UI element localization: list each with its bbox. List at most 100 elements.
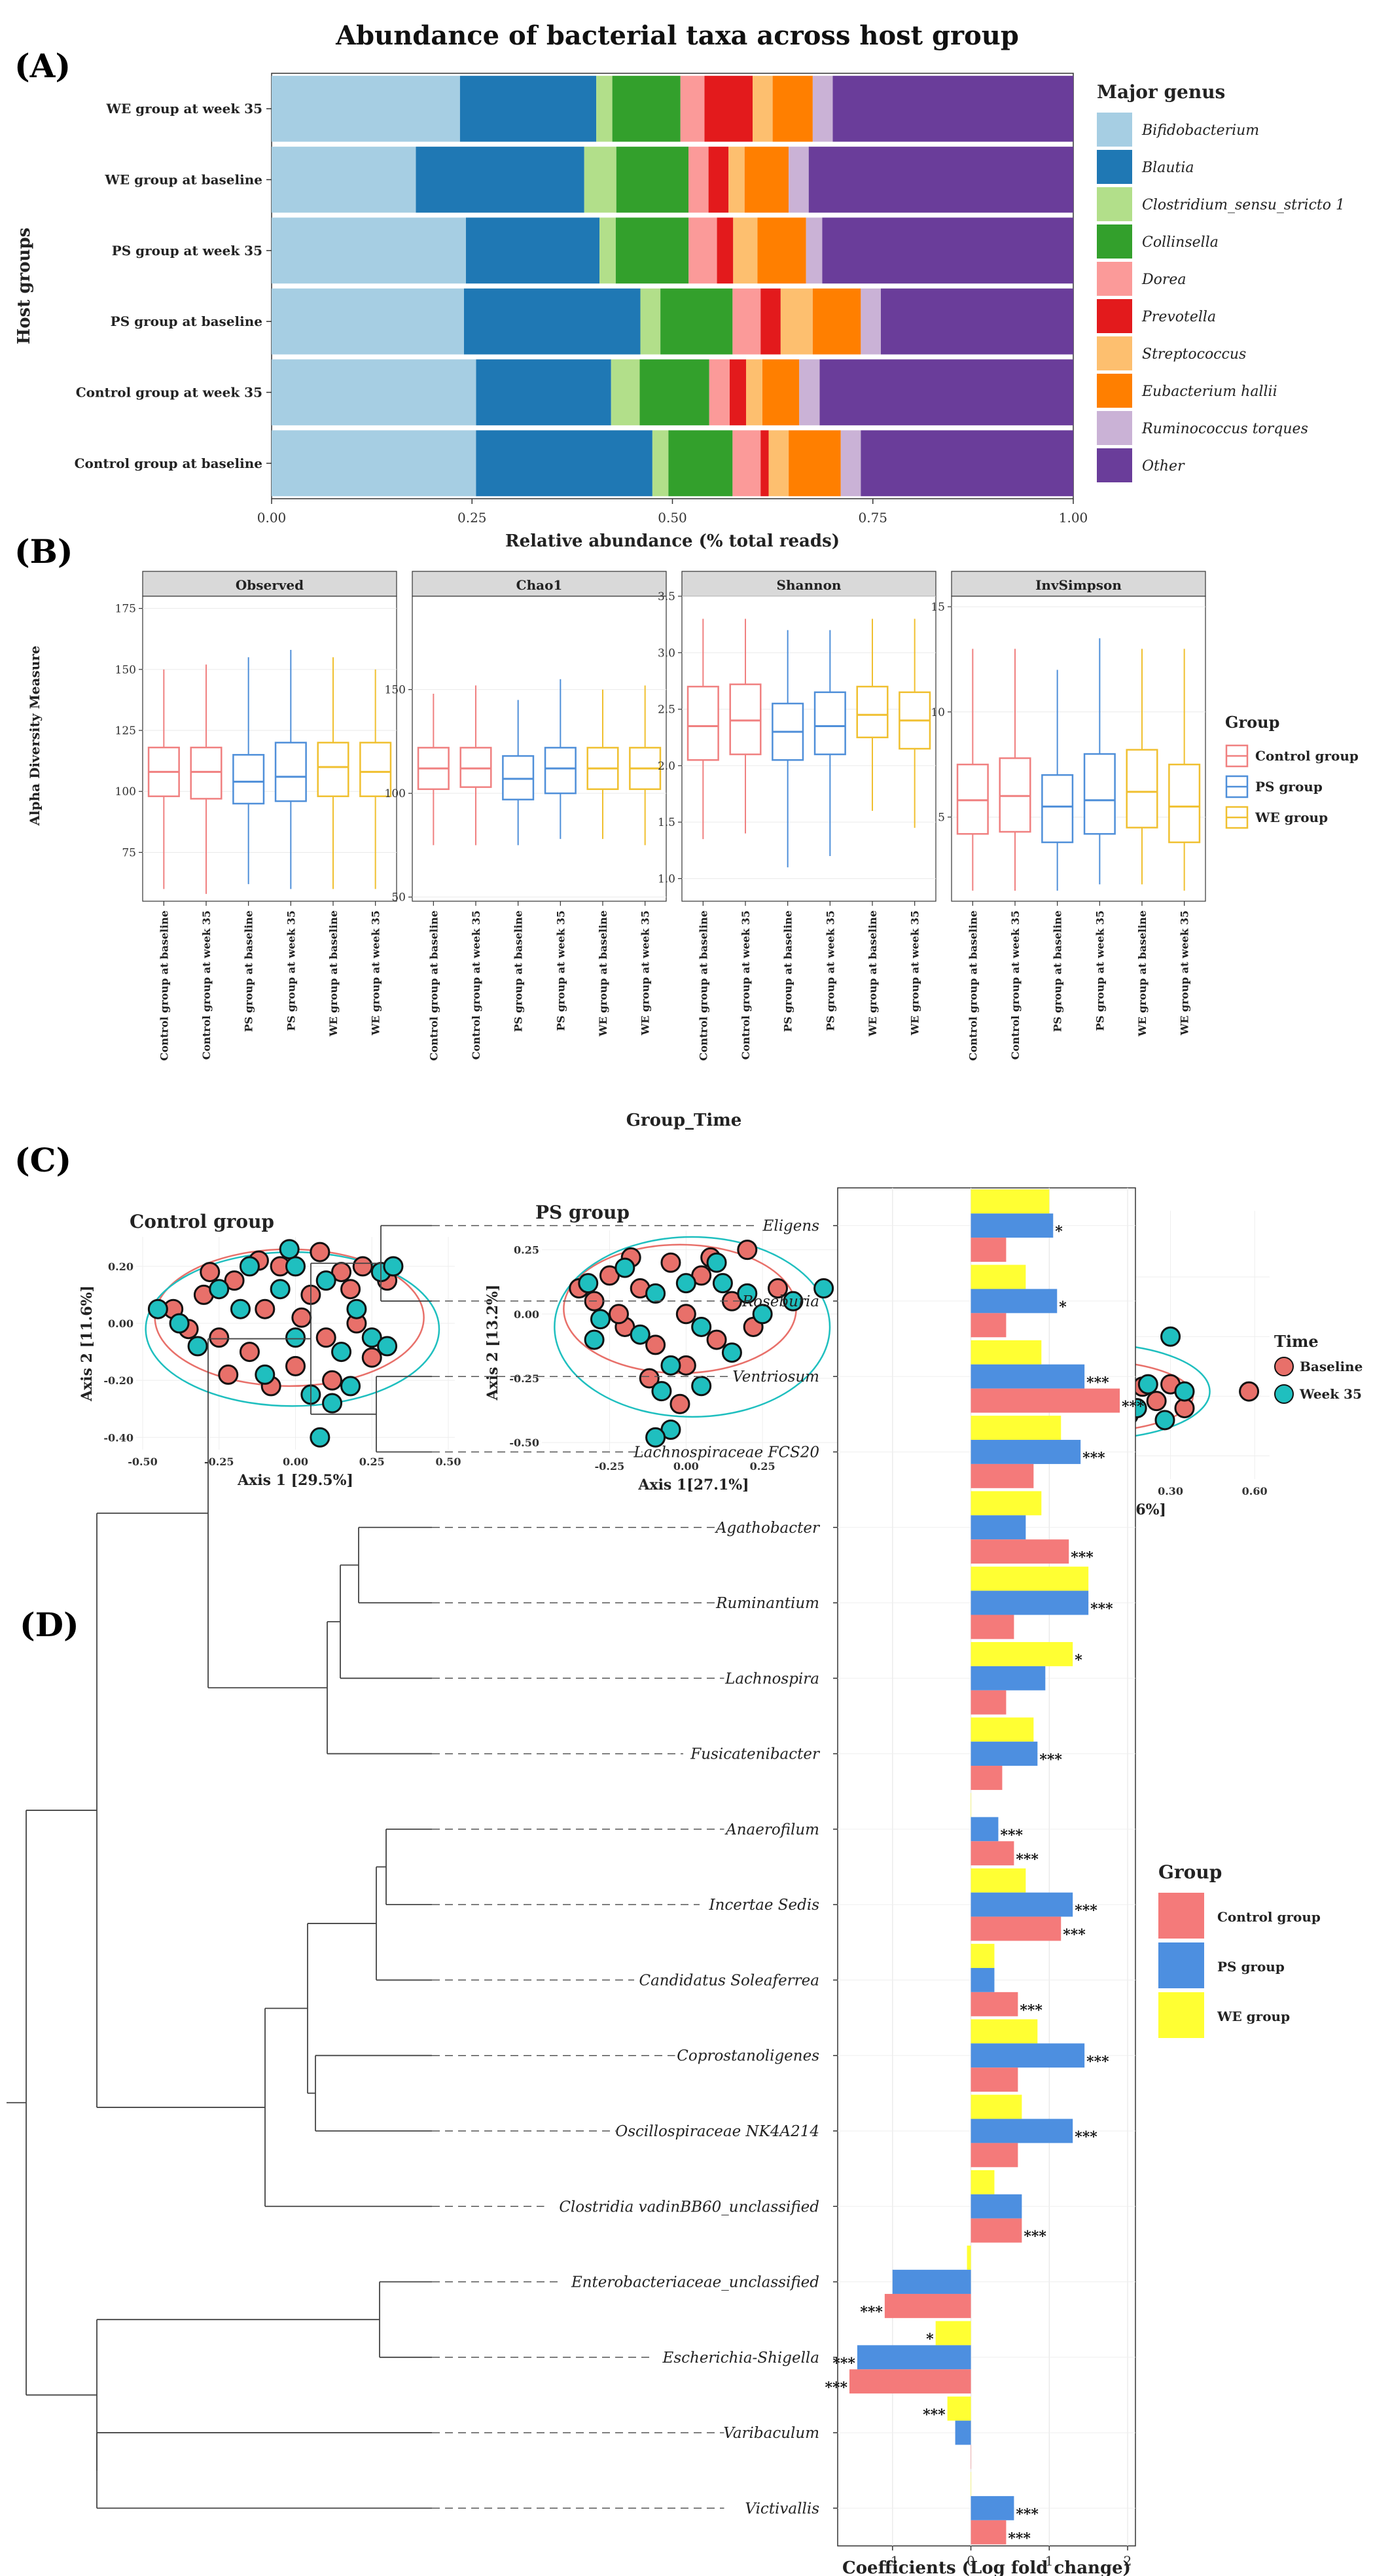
bar-segment (812, 75, 833, 142)
y-tick-label: 125 (115, 724, 136, 738)
significance-label: *** (1020, 2002, 1043, 2019)
y-tick-label: Control group at week 35 (76, 385, 262, 401)
point-week35 (615, 1257, 635, 1278)
point-week35 (340, 1376, 361, 1397)
bar (971, 1566, 1089, 1591)
point-week35 (383, 1256, 404, 1277)
legend-swatch (1097, 448, 1132, 482)
bar (971, 1590, 1089, 1615)
legend-label: Control group (1255, 748, 1359, 764)
bar (971, 2194, 1022, 2219)
bar-segment (465, 217, 600, 284)
significance-label: * (1075, 1652, 1082, 1669)
legend-swatch (1097, 224, 1132, 259)
legend-marker (1274, 1357, 1294, 1376)
point-week35 (285, 1256, 306, 1277)
significance-label: *** (1063, 1927, 1086, 1944)
panel-label-b: (B) (14, 532, 73, 571)
significance-label: *** (825, 2379, 847, 2396)
point-baseline (209, 1327, 230, 1348)
significance-label: *** (1016, 2506, 1039, 2523)
legend-label: Baseline (1300, 1359, 1363, 1374)
point-baseline (768, 1278, 789, 1299)
x-tick-label: -0.25 (595, 1460, 625, 1473)
legend-label: Clostridium_sensu_stricto 1 (1142, 197, 1345, 213)
legend-swatch (1158, 1893, 1204, 1939)
point-week35 (578, 1273, 599, 1294)
legend-title: Group (1225, 713, 1279, 732)
y-tick-label: WE group at week 35 (106, 101, 263, 116)
significance-label: * (1055, 1223, 1063, 1240)
point-week35 (255, 1364, 276, 1385)
bar-segment (615, 217, 689, 284)
facet-strip (681, 571, 936, 597)
bar-segment (799, 359, 820, 425)
bar-segment (611, 359, 640, 425)
significance-label: *** (1082, 1450, 1105, 1467)
x-tick-label: PS group at week 35 (1094, 910, 1106, 1031)
bar (971, 1440, 1081, 1464)
y-tick-label: -0.40 (103, 1431, 134, 1444)
legend-title: Major genus (1097, 81, 1225, 103)
box (956, 763, 989, 835)
bar-segment (708, 147, 729, 213)
dendrogram (7, 1225, 757, 2509)
y-axis-title: Axis 2 [13.2%] (484, 1285, 501, 1401)
bar-segment (808, 147, 1073, 213)
y-tick-label: Lachnospira (724, 1670, 819, 1687)
bar-segment (728, 147, 745, 213)
bar (884, 2293, 971, 2318)
x-tick-label: 1.00 (1059, 510, 1088, 526)
bar (971, 1666, 1046, 1690)
legend-swatch (1097, 150, 1132, 184)
plot-title: Control group (130, 1211, 274, 1232)
bar (971, 2218, 1022, 2243)
point-baseline (1146, 1391, 1167, 1412)
point-baseline (315, 1327, 336, 1348)
bar-segment (780, 288, 813, 355)
point-week35 (315, 1270, 336, 1291)
x-tick-label: PS group at baseline (782, 910, 794, 1032)
legend-label: Prevotella (1141, 309, 1216, 325)
x-tick-label: 0.00 (673, 1460, 699, 1473)
x-axis-title: Relative abundance (% total reads) (505, 531, 840, 551)
box (1126, 749, 1158, 829)
point-baseline (1174, 1398, 1195, 1419)
significance-label: *** (923, 2406, 946, 2424)
x-tick-label: Control group at baseline (967, 910, 979, 1061)
legend-label: PS group (1217, 1959, 1285, 1975)
bar (971, 1944, 995, 1968)
point-week35 (813, 1278, 834, 1299)
legend-label: Ruminococcus torques (1141, 421, 1308, 437)
y-tick-label: PS group at baseline (111, 313, 262, 329)
point-baseline (352, 1256, 373, 1277)
x-tick-label: 0.25 (359, 1456, 385, 1468)
point-week35 (651, 1381, 672, 1402)
bar-segment (680, 75, 705, 142)
bar (971, 1539, 1069, 1564)
significance-label: * (926, 2331, 934, 2348)
bar (971, 1793, 972, 1817)
bar-segment (272, 288, 464, 355)
bar (971, 1313, 1007, 1338)
box (359, 742, 392, 797)
y-tick-label: Roseburia (741, 1293, 819, 1310)
point-week35 (270, 1279, 291, 1300)
significance-label: *** (1086, 1374, 1109, 1391)
significance-label: *** (1071, 1549, 1094, 1566)
x-tick-label: 0.50 (436, 1456, 461, 1468)
box (856, 685, 889, 738)
bar (971, 2119, 1073, 2143)
point-week35 (310, 1427, 330, 1448)
chart-b: Observed 75 100 125 150 175 Control group at b… (27, 571, 1359, 1130)
y-tick-label: Ruminantium (715, 1595, 819, 1612)
x-tick-label: Control group at week 35 (200, 910, 213, 1060)
panel-label-d: (D) (20, 1605, 79, 1644)
bar-segment (744, 147, 789, 213)
x-axis-title: Axis 1[27.1%] (637, 1476, 749, 1494)
significance-label: *** (1090, 1601, 1113, 1618)
bar (971, 1463, 1034, 1488)
y-tick-label: 75 (122, 846, 136, 859)
facet-observed: Observed 75 100 125 150 175 Control group at b… (115, 571, 397, 1061)
